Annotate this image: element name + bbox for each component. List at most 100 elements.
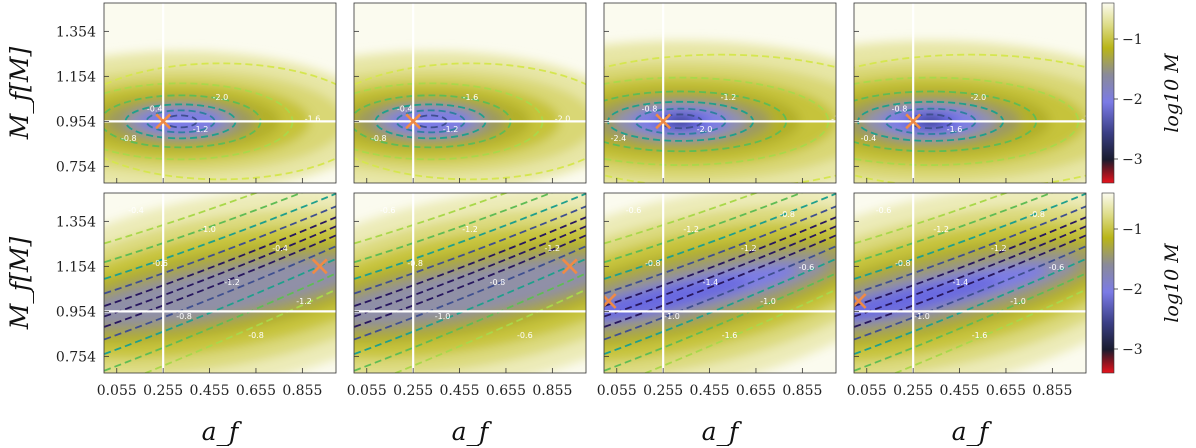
contour-line — [354, 257, 586, 356]
y-axis-label: M_f[M] — [5, 237, 34, 331]
contour-label: -1.4 — [703, 278, 719, 287]
contour-label: -1.2 — [933, 225, 949, 234]
contour-label: -1.4 — [953, 278, 969, 287]
contour-label: -0.8 — [779, 210, 795, 219]
contour-line — [104, 272, 336, 372]
contour-line — [354, 245, 586, 341]
panels-layer: -0.4 -2.0 -1.6 -1.2 -0.8 -0.4 -0.4 -1.6 -2.0 -1.2… — [103, 2, 1087, 374]
contour-label: -0.4 — [147, 105, 163, 114]
contour-line — [104, 216, 336, 308]
contour-label: -0.4 — [128, 206, 144, 215]
heatmap-field — [104, 193, 336, 373]
contour-label: -1.2 — [224, 278, 240, 287]
contour-label: -1.0 — [914, 312, 930, 321]
contour-line — [854, 225, 1086, 318]
contour-line — [604, 193, 759, 245]
contour-line — [604, 272, 836, 372]
colorbar-0: −1 −2 −3 log10 M — [1101, 2, 1183, 184]
contour-line — [893, 288, 1086, 373]
colorbar-label: log10 M — [1161, 53, 1183, 133]
contour-line — [604, 257, 836, 356]
x-axis-label: a_f — [702, 417, 742, 446]
contour-label: -2.0 — [971, 93, 987, 102]
minimum-marker — [405, 113, 422, 130]
contour-line — [604, 76, 830, 166]
contour-lines — [354, 193, 586, 373]
heatmap-field — [354, 193, 586, 373]
x-tick-label: 0.655 — [736, 383, 776, 399]
x-tick-label: 0.055 — [847, 383, 887, 399]
contour-label: -0.4 — [397, 105, 413, 114]
x-tick-label: 0.455 — [940, 383, 980, 399]
contour-labels: -0.6 -0.8 -1.0 -1.2 -1.4 -1.6 -1.2 -1.0 -0.8 -0.6 — [626, 206, 814, 340]
x-tick-label: 0.455 — [440, 383, 480, 399]
x-tick-label: 0.455 — [690, 383, 730, 399]
x-tick-label: 0.855 — [782, 383, 822, 399]
contour-line — [854, 76, 1080, 166]
contour-line — [854, 193, 1009, 245]
contour-label: -0.8 — [892, 105, 908, 114]
contour-label: -0.8 — [407, 259, 423, 268]
colorbar-tick-label: −3 — [1122, 342, 1143, 358]
panel-1-1: -0.6 -0.8 -1.0 -1.2 -0.8 -0.6 -1.2 — [353, 192, 587, 374]
contour-line — [354, 193, 554, 264]
panel-frame — [103, 2, 337, 184]
panel-1-0: -0.4 -0.6 -0.8 -1.0 -1.2 -0.8 -0.4 -1.2 — [103, 192, 337, 374]
contour-label: -1.6 — [305, 114, 321, 123]
contour-label: -1.0 — [435, 312, 451, 321]
contour-labels: -0.8-1.2-1.6-2.0-2.4-0.4 — [611, 93, 836, 143]
contour-label: -0.8 — [490, 278, 506, 287]
contour-label: -0.6 — [1049, 263, 1065, 272]
contour-label: -0.8 — [642, 105, 658, 114]
panel-frame — [853, 2, 1087, 184]
y-tick-label: 0.754 — [56, 349, 96, 365]
contour-line — [143, 288, 336, 373]
contour-labels: -0.6 -0.8 -1.0 -1.2 -1.4 -1.6 -1.2 -1.0 -0.8 -0.6 — [876, 206, 1064, 340]
y-tick-label: 1.354 — [56, 24, 96, 40]
contour-line — [104, 193, 336, 280]
contour-label: -1.2 — [462, 225, 478, 234]
contour-line — [604, 225, 836, 318]
contour-label: -1.2 — [296, 297, 312, 306]
contour-line — [643, 288, 836, 373]
colorbar-tick-label: −1 — [1122, 222, 1143, 238]
x-tick-label: 0.655 — [986, 383, 1026, 399]
contour-label: -0.6 — [380, 206, 396, 215]
contour-label: -2.4 — [611, 134, 627, 143]
contour-label: -1.2 — [443, 125, 459, 134]
contour-line — [395, 109, 466, 134]
heatmap-band — [361, 269, 579, 315]
y-tick-label: 0.954 — [56, 114, 96, 130]
contour-label: -2.0 — [213, 93, 229, 102]
panel-0-2: -0.8-1.2-1.6-2.0-2.4-0.4 — [603, 2, 837, 184]
contour-line — [604, 245, 836, 341]
contour-line — [854, 245, 1086, 341]
contour-line — [145, 109, 216, 134]
panel-0-3: -0.8 -2.0 -1.2 -1.6 -0.4 — [853, 2, 1087, 184]
colorbar-gradient — [1101, 192, 1115, 374]
x-tick-label: 0.255 — [893, 383, 933, 399]
panel-0-0: -0.4-2.0-1.6-1.2-0.8-0.4 — [103, 2, 337, 184]
contour-line — [604, 193, 836, 280]
contour-label: -1.6 — [463, 93, 479, 102]
contour-label: -2.0 — [697, 125, 713, 134]
contour-label: -0.8 — [895, 259, 911, 268]
panel-frame — [603, 2, 837, 184]
contour-label: -0.6 — [152, 259, 168, 268]
x-tick-label: 0.255 — [393, 383, 433, 399]
contour-line — [354, 225, 586, 318]
contour-lines — [604, 193, 836, 373]
x-tick-label: 0.055 — [597, 383, 637, 399]
contour-line — [604, 193, 804, 264]
contour-line — [104, 257, 336, 356]
panel-frame — [853, 192, 1087, 374]
contour-label: -0.8 — [371, 134, 387, 143]
contour-label: -1.6 — [947, 125, 963, 134]
contour-line — [604, 216, 836, 308]
contour-labels: -0.6 -0.8 -1.0 -1.2 -0.8 -0.6 -1.2 — [380, 206, 560, 340]
contour-label: -1.0 — [760, 297, 776, 306]
x-axis-label: a_f — [952, 417, 992, 446]
contour-line — [354, 272, 586, 372]
contour-label: -0.8 — [121, 134, 137, 143]
contour-line — [104, 234, 336, 328]
